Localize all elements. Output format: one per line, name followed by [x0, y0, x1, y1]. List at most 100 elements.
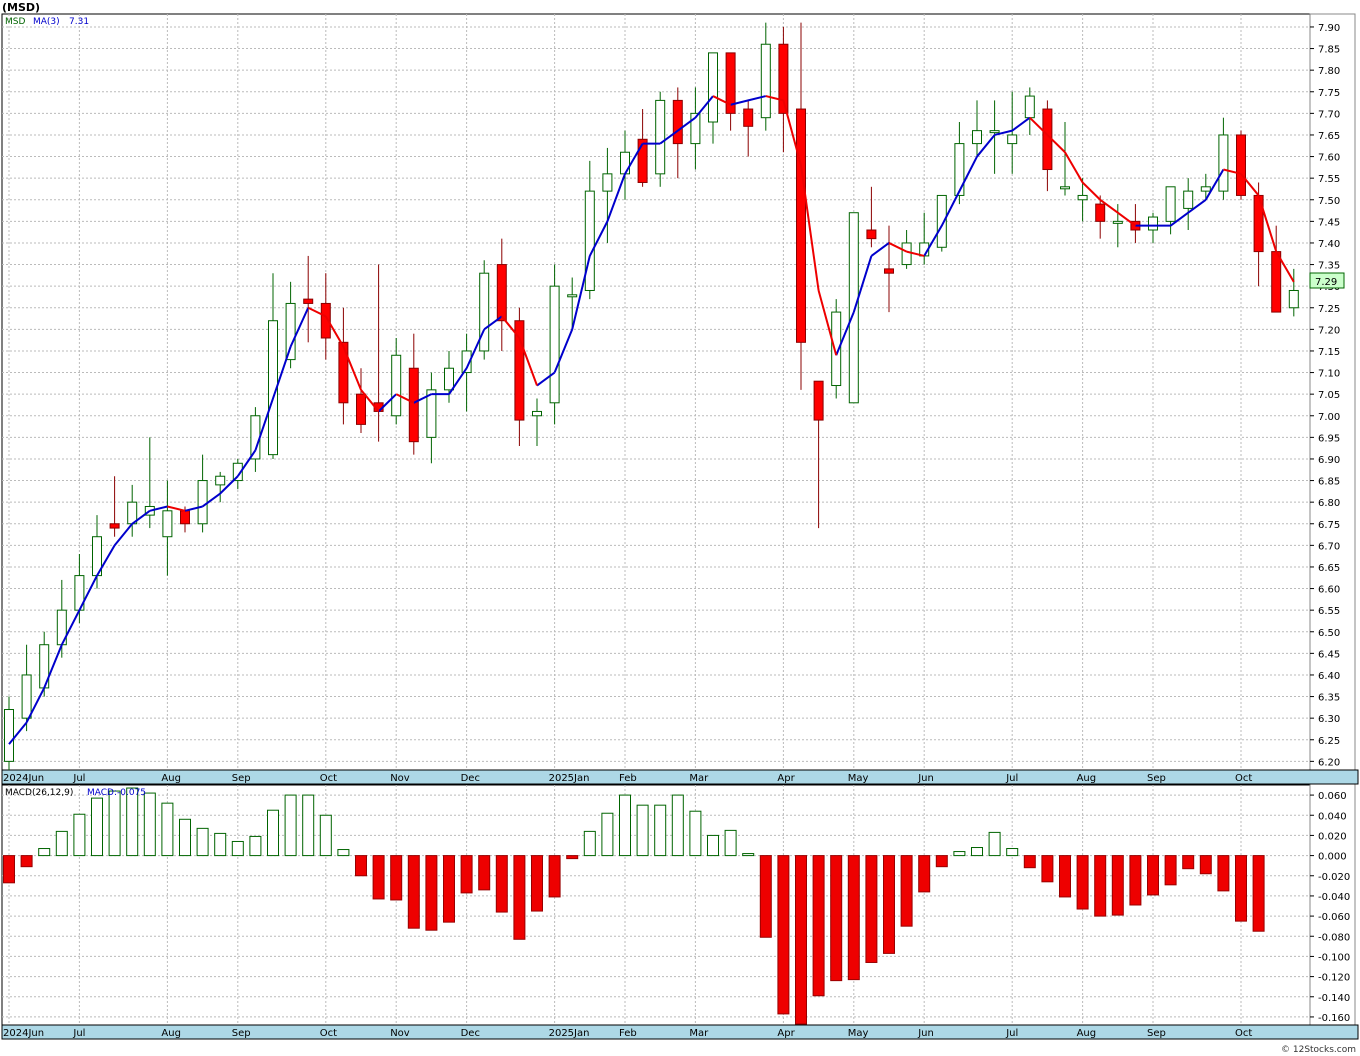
- price-tick-label: 6.80: [1318, 498, 1340, 509]
- candle-body: [320, 302, 331, 339]
- date-band-top: [1, 769, 1359, 785]
- macd-tick-label: 0.060: [1318, 791, 1347, 802]
- macd-bar-negative: [1147, 855, 1159, 896]
- candle-body: [760, 43, 771, 119]
- watermark: © 12Stocks.com: [1281, 1045, 1356, 1055]
- date-label: Jul: [1005, 1028, 1018, 1039]
- date-label: 2024Jun: [3, 1028, 44, 1039]
- candle-up: [391, 338, 402, 425]
- candle-down: [1095, 195, 1106, 239]
- candle-body: [285, 302, 296, 361]
- candle-down: [672, 87, 683, 179]
- price-tick-label: 7.70: [1318, 109, 1340, 120]
- candle-down: [1236, 130, 1246, 200]
- candle-down: [373, 264, 384, 442]
- date-label: Mar: [689, 1028, 709, 1039]
- candle-up: [1288, 268, 1299, 317]
- macd-bar-negative: [1129, 855, 1142, 906]
- macd-bar-negative: [1182, 855, 1195, 870]
- candle-body: [989, 130, 1000, 134]
- candle-up: [162, 480, 173, 576]
- macd-bar-positive: [73, 813, 86, 857]
- price-tick-label: 6.65: [1318, 563, 1340, 574]
- candle-body: [391, 354, 402, 417]
- candle-body: [426, 389, 437, 438]
- candle-up: [760, 22, 771, 131]
- macd-legend-value: MACD:-0.075: [87, 788, 146, 798]
- macd-bar-positive: [619, 794, 631, 857]
- date-label: Dec: [461, 773, 480, 784]
- candle-body: [884, 268, 894, 274]
- candle-body: [496, 264, 507, 322]
- candle-up: [972, 100, 982, 157]
- candle-body: [479, 272, 490, 352]
- macd-bar-negative: [918, 855, 931, 893]
- date-label: Aug: [161, 1028, 181, 1039]
- macd-bar-negative: [3, 855, 15, 884]
- candle-body: [796, 108, 806, 343]
- candle-up: [1218, 117, 1229, 200]
- candle-down: [866, 186, 877, 248]
- date-label: Mar: [689, 773, 709, 784]
- macd-bar-positive: [1006, 848, 1019, 857]
- candle-down: [796, 22, 806, 390]
- candle-down: [637, 109, 648, 187]
- macd-bar-positive: [108, 790, 121, 857]
- candle-body: [1165, 186, 1176, 222]
- price-tick-label: 6.70: [1318, 541, 1340, 552]
- macd-bar-negative: [830, 855, 843, 982]
- date-label: May: [848, 773, 869, 784]
- macd-tick-label: 0.000: [1318, 852, 1347, 863]
- candle-body: [1095, 203, 1106, 222]
- candle-up: [1183, 178, 1194, 230]
- candle-up: [1024, 87, 1035, 135]
- price-tick-label: 6.55: [1318, 606, 1340, 617]
- macd-bar-positive: [91, 797, 103, 857]
- macd-bar-negative: [513, 855, 526, 940]
- date-label: Jul: [1005, 773, 1018, 784]
- candle-body: [567, 294, 578, 298]
- macd-bar-positive: [971, 847, 983, 857]
- price-tick-label: 6.45: [1318, 649, 1340, 660]
- macd-bar-negative: [759, 855, 772, 938]
- candle-body: [901, 242, 912, 266]
- price-tick-label: 7.40: [1318, 239, 1340, 250]
- macd-bar-negative: [495, 855, 508, 913]
- candle-up: [690, 87, 701, 170]
- macd-bar-negative: [531, 855, 543, 912]
- macd-tick-label: 0.040: [1318, 811, 1347, 822]
- macd-bar-positive: [953, 851, 966, 857]
- candle-up: [901, 230, 912, 269]
- date-label: Apr: [777, 773, 795, 784]
- macd-bar-negative: [478, 855, 491, 891]
- macd-bar-positive: [636, 804, 649, 857]
- macd-bar-negative: [1023, 855, 1036, 869]
- candle-down: [109, 476, 120, 537]
- candle-down: [743, 100, 754, 157]
- macd-bar-negative: [1076, 855, 1089, 910]
- macd-bar-negative: [425, 855, 438, 931]
- candle-up: [567, 277, 578, 330]
- macd-bar-negative: [1164, 855, 1177, 886]
- date-label: Sep: [1147, 773, 1166, 784]
- date-label: Jul: [72, 773, 85, 784]
- date-label: Aug: [161, 773, 181, 784]
- macd-bar-negative: [935, 855, 948, 868]
- candle-up: [4, 696, 14, 770]
- macd-bar-negative: [1217, 855, 1230, 892]
- date-label: Jun: [917, 773, 934, 784]
- candle-up: [1112, 204, 1123, 248]
- candle-down: [496, 238, 507, 351]
- macd-bar-negative: [355, 855, 367, 877]
- macd-bar-positive: [583, 830, 596, 857]
- macd-bar-negative: [1111, 855, 1124, 916]
- macd-bar-positive: [38, 848, 51, 857]
- macd-bar-positive: [126, 787, 139, 857]
- ma3-line-rising: [8, 95, 1225, 745]
- date-label: 2025Jan: [549, 773, 590, 784]
- candle-down: [1042, 100, 1053, 192]
- candle-body: [444, 367, 454, 391]
- candle-up: [1165, 186, 1176, 235]
- date-label: 2025Jan: [549, 1028, 590, 1039]
- macd-bar-positive: [249, 835, 262, 857]
